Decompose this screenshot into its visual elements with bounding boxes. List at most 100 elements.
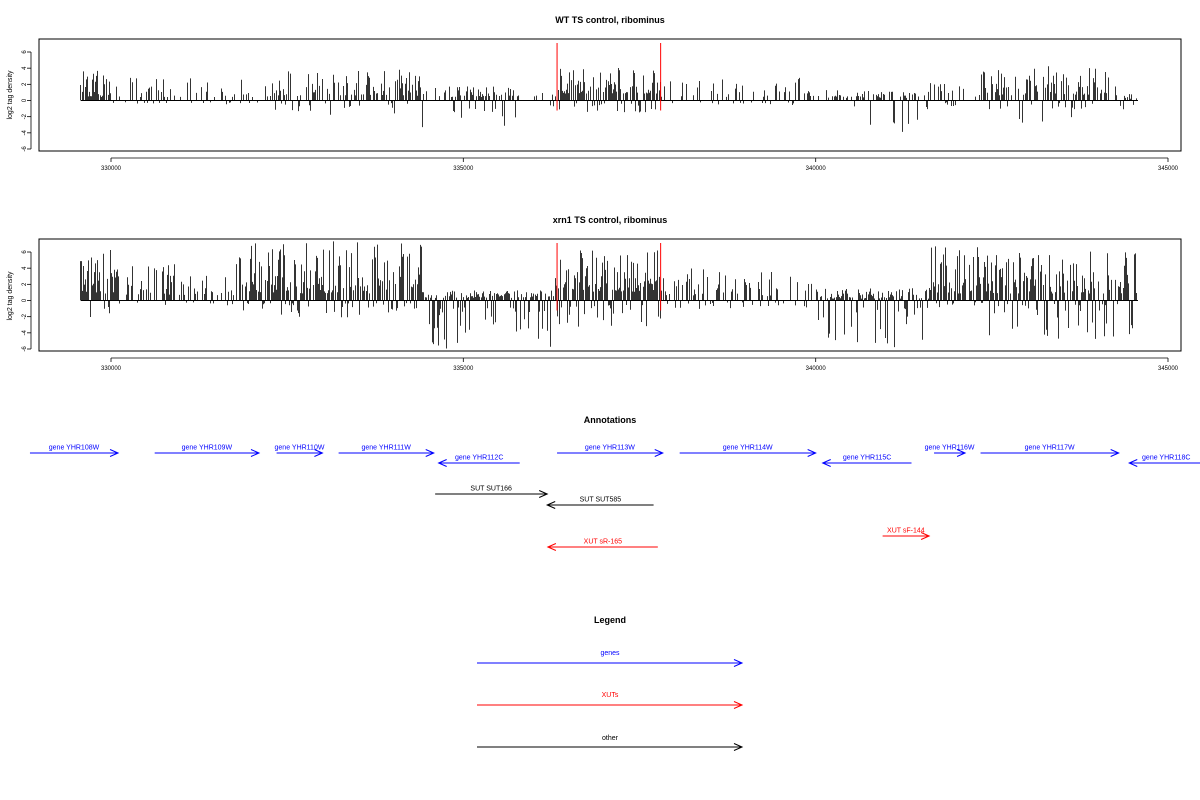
annotation-feature: gene YHR108W: [29, 445, 120, 457]
feature-arrowhead: [654, 449, 665, 457]
x-tick: 340000: [806, 158, 827, 172]
y-tick: 4: [22, 66, 31, 70]
feature-arrowhead: [1127, 459, 1138, 467]
y-tick-label: 2: [22, 82, 28, 86]
annotation-feature: gene YHR112C: [437, 455, 520, 467]
feature-label: gene YHR117W: [1025, 445, 1075, 452]
y-tick: -6: [22, 146, 31, 152]
feature-arrowhead: [538, 490, 549, 498]
annotation-feature: SUT SUT585: [545, 497, 654, 509]
x-tick-label: 345000: [1158, 166, 1179, 172]
feature-label: gene YHR108W: [49, 445, 100, 452]
panel-title: xrn1 TS control, ribominus: [553, 215, 668, 225]
annotation-feature: gene YHR114W: [679, 445, 817, 457]
feature-label: gene YHR111W: [361, 445, 411, 452]
feature-label: gene YHR118C: [1142, 455, 1190, 462]
annotation-feature: SUT SUT166: [435, 486, 549, 498]
y-tick: 4: [22, 266, 31, 270]
data-bars: [80, 241, 1137, 349]
annotation-feature: gene YHR110W: [275, 445, 325, 457]
y-axis-label: log2 tag density: [7, 271, 14, 321]
feature-label: gene YHR109W: [182, 445, 233, 452]
y-tick: 0: [22, 298, 31, 302]
annotation-feature: gene YHR109W: [154, 445, 261, 457]
plot-frame: [38, 238, 1182, 352]
feature-arrowhead: [807, 449, 817, 457]
y-tick-label: -2: [22, 313, 28, 319]
data-bars: [80, 66, 1137, 132]
feature-arrowhead: [437, 459, 447, 467]
x-tick: 340000: [806, 358, 827, 372]
feature-arrowhead: [1110, 449, 1120, 457]
feature-arrowhead: [314, 449, 324, 457]
y-tick: -2: [22, 313, 31, 319]
y-tick-label: -6: [22, 346, 28, 352]
y-tick-label: -2: [22, 113, 28, 119]
region-markers: [556, 43, 662, 111]
feature-arrowhead: [546, 543, 557, 551]
feature-label: XUT sR-165: [584, 539, 622, 546]
annotation-feature: gene YHR115C: [821, 455, 912, 467]
y-tick: 6: [22, 50, 31, 54]
x-tick-label: 345000: [1158, 366, 1179, 372]
y-tick-label: 6: [22, 250, 28, 254]
annotation-feature: gene YHR113W: [557, 445, 665, 457]
x-tick-label: 335000: [453, 166, 474, 172]
y-tick: -6: [22, 346, 31, 352]
legend-arrowhead: [733, 659, 744, 667]
feature-arrowhead: [956, 449, 967, 457]
y-tick: 2: [22, 282, 31, 286]
y-tick: 2: [22, 82, 31, 86]
y-tick: 0: [22, 98, 31, 102]
feature-label: XUT sF-144: [887, 528, 925, 535]
y-axis: 6 4 2 0 -2 -4: [22, 250, 32, 352]
y-tick-label: 4: [22, 266, 28, 270]
y-tick: -4: [22, 130, 31, 136]
x-tick-label: 340000: [806, 166, 827, 172]
y-tick: -4: [22, 330, 31, 336]
legend-label: other: [602, 735, 619, 742]
x-tick-label: 330000: [101, 366, 122, 372]
feature-arrowhead: [821, 459, 831, 467]
feature-arrowhead: [425, 449, 435, 457]
annotation-feature: gene YHR117W: [980, 445, 1120, 457]
x-tick: 330000: [101, 158, 122, 172]
x-tick-label: 335000: [453, 366, 474, 372]
x-tick: 335000: [453, 158, 474, 172]
y-tick-label: 0: [22, 298, 28, 302]
feature-arrowhead: [109, 449, 120, 457]
x-tick: 345000: [1158, 358, 1179, 372]
legend-item-genes: genes: [477, 650, 744, 667]
y-tick-label: -4: [22, 330, 28, 336]
annotation-feature: gene YHR116W: [925, 445, 975, 457]
annotations-title: Annotations: [584, 415, 637, 425]
y-axis-label: log2 tag density: [7, 70, 14, 120]
legend-title: Legend: [594, 615, 626, 625]
legend-arrowhead: [733, 743, 744, 751]
x-tick-label: 340000: [806, 366, 827, 372]
annotation-feature: XUT sR-165: [546, 539, 658, 551]
y-tick-label: 0: [22, 98, 28, 102]
y-axis: 6 4 2 0 -2 -4: [22, 50, 32, 152]
feature-arrowhead: [250, 449, 261, 457]
x-axis: 330000 335000 340000 345000: [101, 357, 1179, 372]
annotation-feature: gene YHR118C: [1127, 455, 1200, 467]
annotation-feature: XUT sF-144: [882, 528, 931, 540]
y-tick-label: 6: [22, 50, 28, 54]
annotation-features: gene YHR108W gene YHR109W gene YHR110W gene…: [29, 445, 1200, 551]
feature-label: gene YHR116W: [925, 445, 975, 452]
y-tick-label: -4: [22, 130, 28, 136]
panel-title: WT TS control, ribominus: [555, 15, 665, 25]
feature-label: gene YHR113W: [585, 445, 635, 452]
feature-label: SUT SUT585: [580, 497, 622, 504]
feature-arrowhead: [545, 501, 556, 509]
annotation-feature: gene YHR111W: [338, 445, 435, 457]
legend-arrowhead: [733, 701, 744, 709]
feature-label: gene YHR114W: [723, 445, 773, 452]
y-tick-label: -6: [22, 146, 28, 152]
region-markers: [556, 243, 662, 311]
feature-label: gene YHR110W: [275, 445, 325, 452]
legend-item-xuts: XUTs: [477, 692, 744, 709]
y-tick-label: 4: [22, 66, 28, 70]
